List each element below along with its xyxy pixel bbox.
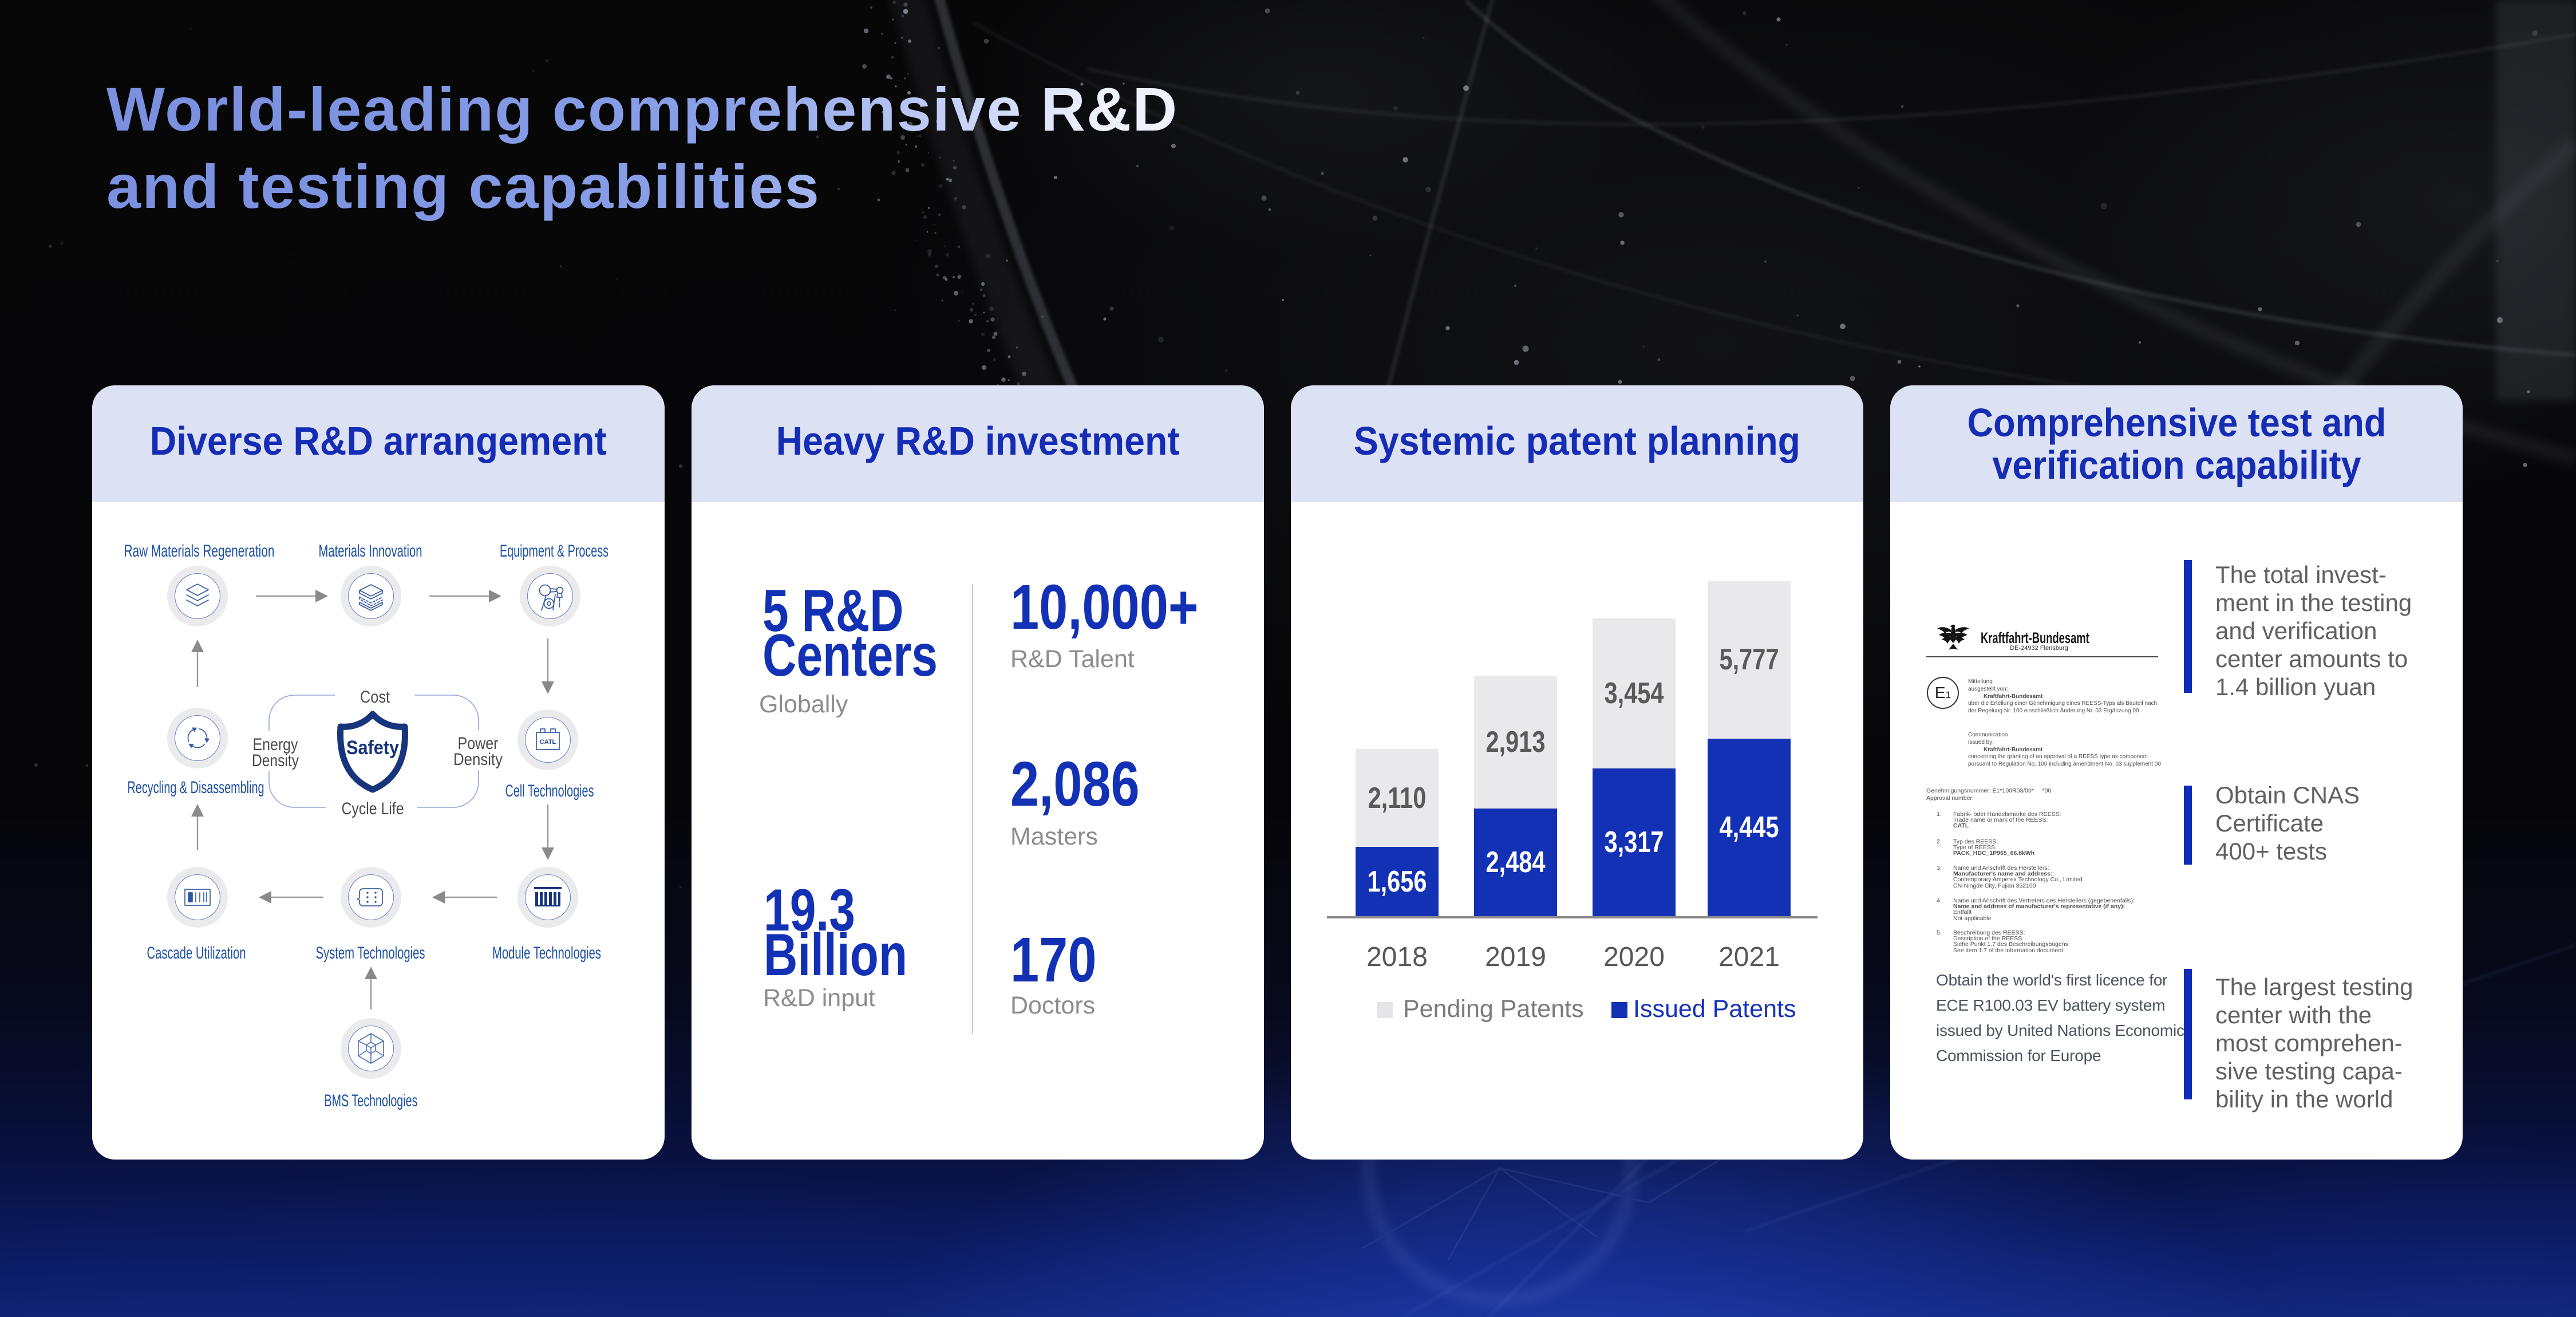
svg-text:System Technologies: System Technologies (316, 944, 425, 963)
svg-text:Materials Innovation: Materials Innovation (319, 542, 422, 561)
svg-text:Module Technologies: Module Technologies (492, 944, 601, 963)
svg-text:Energy: Energy (253, 735, 298, 754)
svg-text:Safety: Safety (346, 737, 399, 759)
svg-text:Raw Materials Regeneration: Raw Materials Regeneration (124, 542, 275, 561)
svg-text:Cell Technologies: Cell Technologies (505, 782, 594, 801)
svg-text:Density: Density (453, 750, 503, 769)
svg-text:Cascade Utilization: Cascade Utilization (147, 944, 246, 963)
svg-text:Power: Power (458, 734, 499, 753)
svg-text:Cost: Cost (360, 688, 390, 707)
svg-text:Recycling & Disassembling: Recycling & Disassembling (128, 778, 264, 797)
svg-text:CATL: CATL (540, 739, 556, 746)
svg-text:Density: Density (252, 751, 299, 770)
svg-text:Equipment & Process: Equipment & Process (500, 542, 609, 561)
svg-text:BMS Technologies: BMS Technologies (325, 1091, 418, 1110)
svg-text:Cycle Life: Cycle Life (342, 799, 404, 818)
